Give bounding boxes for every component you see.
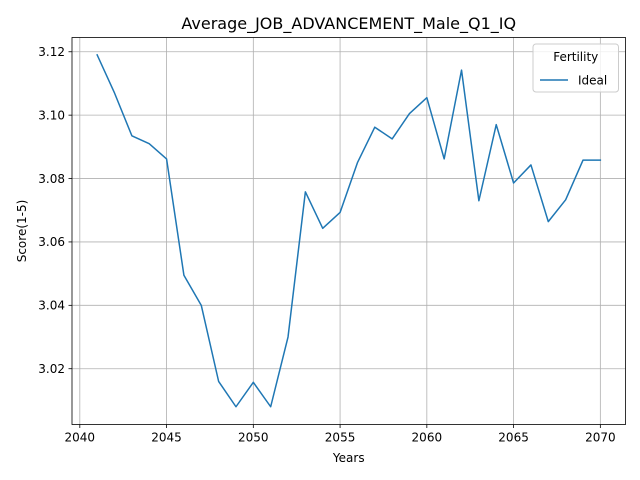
y-axis-label: Score(1-5) [15,200,29,263]
axis-ticks: 2040 2045 2050 2055 2060 2065 2070 3.02 3.04 3.06… [38,45,615,444]
x-tick-label: 2050 [238,431,269,445]
y-tick-label: 3.06 [38,235,65,249]
x-axis-label: Years [332,451,365,465]
x-tick-label: 2045 [151,431,182,445]
x-tick-label: 2040 [65,431,96,445]
y-tick-label: 3.12 [38,45,65,59]
plot-frame [71,37,626,425]
grid [72,37,626,425]
y-tick-label: 3.10 [38,108,65,122]
legend: Fertility Ideal [532,43,619,93]
x-tick-label: 2065 [498,431,529,445]
y-tick-label: 3.02 [38,362,65,376]
chart-title: Average_JOB_ADVANCEMENT_Male_Q1_IQ [181,14,516,34]
series-line-ideal [96,53,602,408]
series-layer [96,53,602,408]
y-tick-label: 3.08 [38,172,65,186]
legend-label-ideal: Ideal [578,74,607,88]
x-tick-label: 2055 [325,431,356,445]
y-tick-label: 3.04 [38,299,65,313]
x-tick-label: 2060 [412,431,443,445]
legend-title: Fertility [553,50,598,64]
x-tick-label: 2070 [585,431,616,445]
